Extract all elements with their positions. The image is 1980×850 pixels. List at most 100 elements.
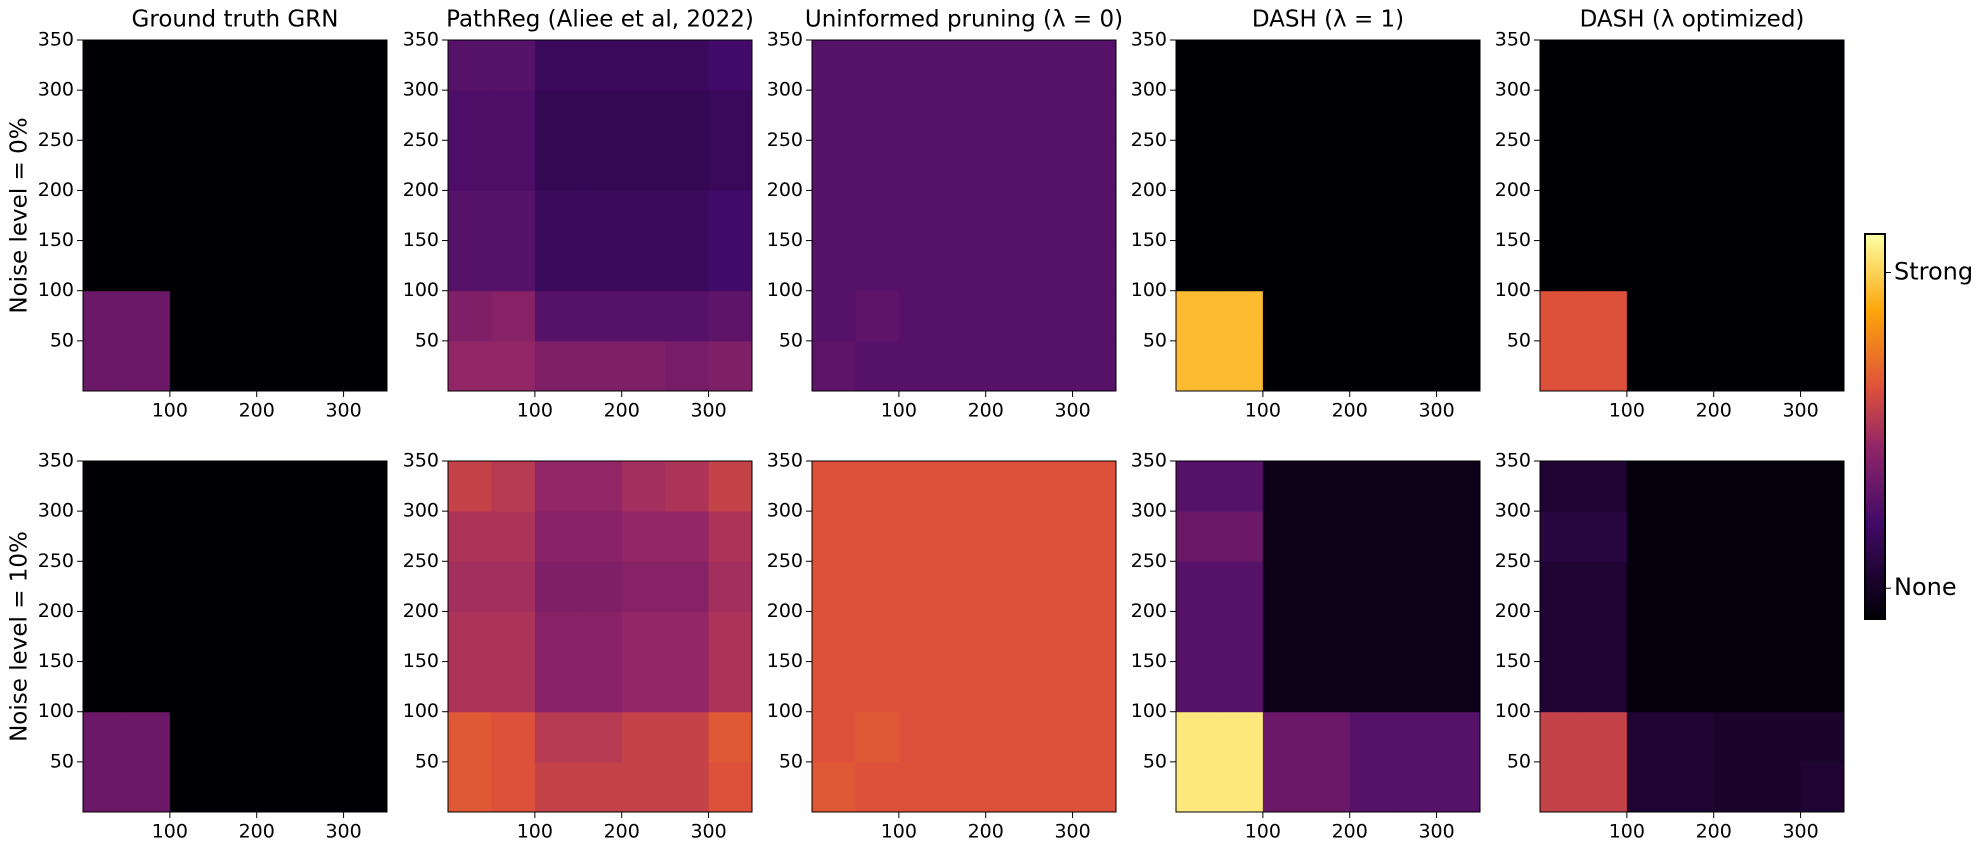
heat-cell — [1349, 511, 1394, 562]
heat-cell — [1670, 290, 1715, 342]
x-tick-label: 300 — [690, 400, 726, 422]
heat-cell — [1713, 511, 1758, 562]
y-tick-label: 350 — [1131, 29, 1167, 51]
heat-cell — [1583, 711, 1628, 763]
panel-frame — [1539, 460, 1845, 813]
heat-cell — [708, 711, 753, 763]
panel-frame — [1539, 39, 1845, 392]
heat-cell — [1540, 340, 1584, 392]
panel-frame — [82, 460, 388, 813]
heat-cell — [985, 561, 1030, 612]
heat-cell — [812, 661, 856, 713]
y-tick-label: 250 — [1495, 550, 1531, 572]
heat-cell — [708, 511, 753, 562]
heat-cell — [898, 140, 943, 191]
panel-frame — [811, 39, 1117, 392]
heat-cell — [1713, 561, 1758, 612]
heat-cell — [1219, 661, 1264, 713]
heat-cell — [1670, 240, 1715, 292]
y-tick-label: 350 — [767, 450, 803, 472]
heat-cell — [1176, 90, 1220, 141]
heat-cell — [300, 140, 345, 191]
heat-cell — [898, 461, 943, 512]
y-tick-label: 150 — [1131, 650, 1167, 672]
y-tick-label: 100 — [38, 700, 74, 722]
heat-cell — [1800, 761, 1845, 813]
heat-cell — [1262, 711, 1307, 763]
heat-cell — [942, 340, 987, 392]
heat-cell — [1436, 661, 1481, 713]
heat-cell — [1219, 40, 1264, 91]
heat-cell — [1757, 240, 1802, 292]
heat-cell — [83, 340, 127, 392]
heat-cell — [1583, 461, 1628, 512]
heat-cell — [491, 90, 536, 141]
x-tick-label: 300 — [1782, 400, 1818, 422]
panel-frame — [447, 460, 753, 813]
heat-cell — [1670, 461, 1715, 512]
x-tick-label: 200 — [604, 400, 640, 422]
x-tick-label: 200 — [1332, 400, 1368, 422]
heat-cell — [1176, 511, 1220, 562]
x-tick-label: 100 — [1245, 400, 1281, 422]
heat-cell — [256, 90, 301, 141]
heat-cell — [126, 761, 171, 813]
heat-cell — [942, 561, 987, 612]
heat-cell — [1757, 340, 1802, 392]
x-tick-label: 200 — [1332, 821, 1368, 843]
heat-cell — [1436, 40, 1481, 91]
row-label: Noise level = 0% — [7, 117, 33, 313]
heat-cell — [1262, 140, 1307, 191]
heat-cell — [855, 40, 900, 91]
heat-cell — [1393, 561, 1438, 612]
heat-cell — [621, 661, 666, 713]
heat-cell — [126, 340, 171, 392]
heat-cell — [1713, 461, 1758, 512]
heat-cell — [1626, 661, 1671, 713]
heat-cell — [1393, 611, 1438, 663]
heat-cell — [1393, 190, 1438, 242]
panel-title: DASH (λ = 1) — [1252, 7, 1404, 33]
heat-cell — [1670, 140, 1715, 191]
heat-cell — [812, 290, 856, 342]
heat-cell — [1540, 611, 1584, 663]
heat-cell — [665, 611, 710, 663]
y-tick-label: 150 — [38, 650, 74, 672]
heat-cell — [213, 340, 258, 392]
heat-cell — [83, 461, 127, 512]
heat-cell — [343, 240, 388, 292]
heat-cell — [621, 90, 666, 141]
heat-cell — [985, 661, 1030, 713]
heat-cell — [1757, 761, 1802, 813]
heat-cell — [1306, 140, 1351, 191]
heat-cell — [1393, 461, 1438, 512]
heat-cell — [1393, 711, 1438, 763]
y-tick-label: 300 — [1131, 79, 1167, 101]
heat-cell — [665, 90, 710, 141]
heat-cell — [1436, 461, 1481, 512]
heat-cell — [578, 511, 623, 562]
heat-cell — [126, 511, 171, 562]
heat-cell — [708, 90, 753, 141]
heat-cell — [256, 761, 301, 813]
heat-cell — [578, 711, 623, 763]
heat-cell — [1393, 290, 1438, 342]
y-tick-label: 200 — [1131, 179, 1167, 201]
y-tick-label: 300 — [38, 79, 74, 101]
heat-cell — [1626, 711, 1671, 763]
heat-cell — [300, 711, 345, 763]
heat-cell — [1626, 461, 1671, 512]
heat-cell — [1540, 290, 1584, 342]
heat-cell — [1626, 340, 1671, 392]
heat-cell — [213, 290, 258, 342]
heat-cell — [300, 561, 345, 612]
heat-cell — [1349, 761, 1394, 813]
panel-frame — [447, 39, 753, 392]
heat-cell — [343, 661, 388, 713]
heat-cell — [256, 240, 301, 292]
heat-cell — [1670, 511, 1715, 562]
heat-cell — [1800, 711, 1845, 763]
heat-cell — [898, 661, 943, 713]
heat-cell — [1306, 90, 1351, 141]
heat-cell — [1436, 561, 1481, 612]
